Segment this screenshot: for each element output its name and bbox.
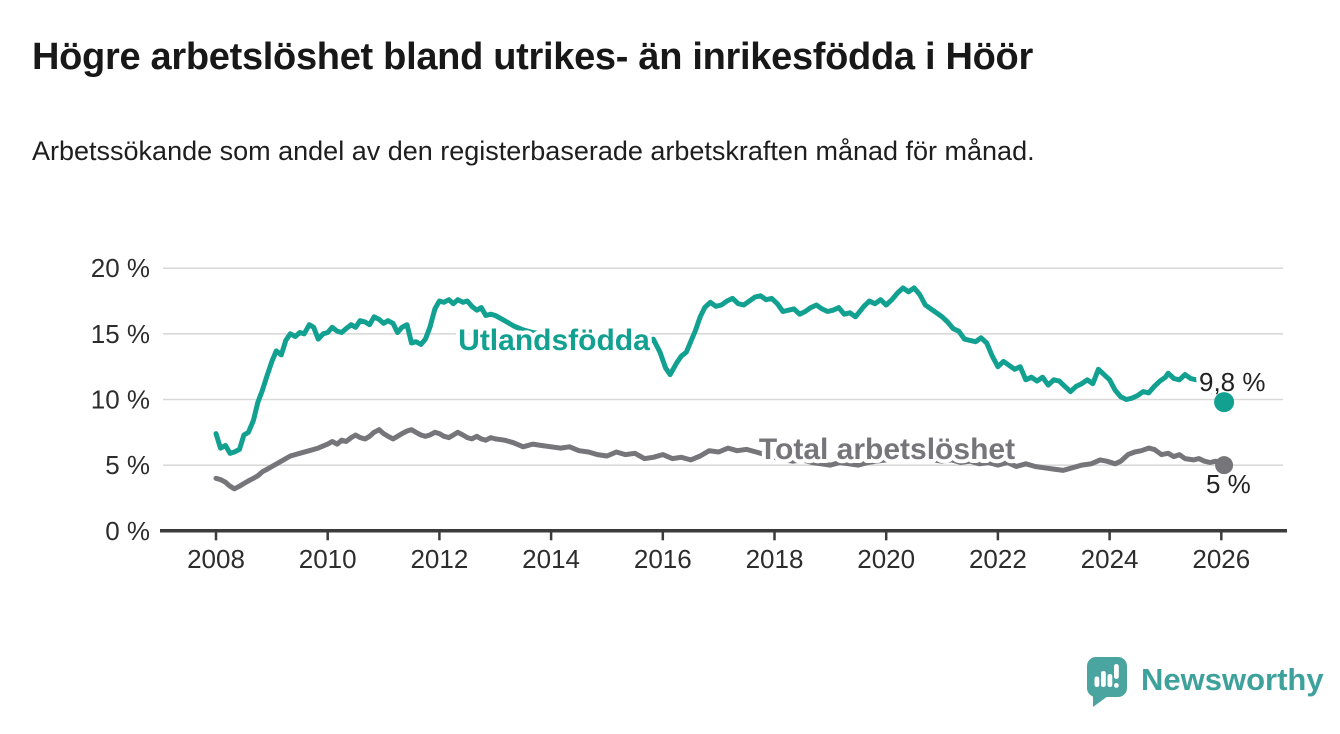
page-title: Högre arbetslöshet bland utrikes- än inr… <box>32 36 1033 78</box>
newsworthy-wordmark: Newsworthy <box>1141 662 1324 697</box>
end-value-label-utlandsfodda: 9,8 % <box>1199 367 1266 397</box>
y-tick-label: 5 % <box>105 450 150 480</box>
end-dot-total <box>1215 456 1234 475</box>
y-tick-label: 15 % <box>91 319 150 349</box>
y-tick-label: 0 % <box>105 516 150 546</box>
x-tick-label: 2008 <box>187 544 245 574</box>
x-tick-label: 2016 <box>634 544 692 574</box>
x-tick-label: 2012 <box>410 544 468 574</box>
series-line-total <box>213 427 1227 492</box>
x-tick-label: 2026 <box>1192 544 1250 574</box>
y-tick-label: 10 % <box>91 385 150 415</box>
x-tick-label: 2010 <box>299 544 357 574</box>
x-tick-label: 2022 <box>969 544 1027 574</box>
x-tick-label: 2024 <box>1081 544 1139 574</box>
unemployment-line-chart: 2008 2010 2012 2014 2016 2018 2020 2022 2024 2026… <box>91 253 1287 574</box>
end-value-label-total: 5 % <box>1206 469 1251 499</box>
x-tick-label: 2014 <box>522 544 580 574</box>
chart-subtitle: Arbetssökande som andel av den registerb… <box>32 136 1035 166</box>
end-dot-utlandsfodda <box>1214 392 1235 413</box>
series-label-total: Total arbetslöshet <box>759 433 1015 466</box>
series-line-utlandsfodda <box>213 285 1227 456</box>
newsworthy-speech-bubble-bar-chart-icon <box>1087 657 1127 707</box>
x-tick-label: 2018 <box>746 544 804 574</box>
x-tick-label: 2020 <box>857 544 915 574</box>
series-label-utlandsfodda: Utlandsfödda <box>458 324 650 357</box>
newsworthy-logo: Newsworthy <box>1086 656 1324 708</box>
y-tick-label: 20 % <box>91 253 150 283</box>
